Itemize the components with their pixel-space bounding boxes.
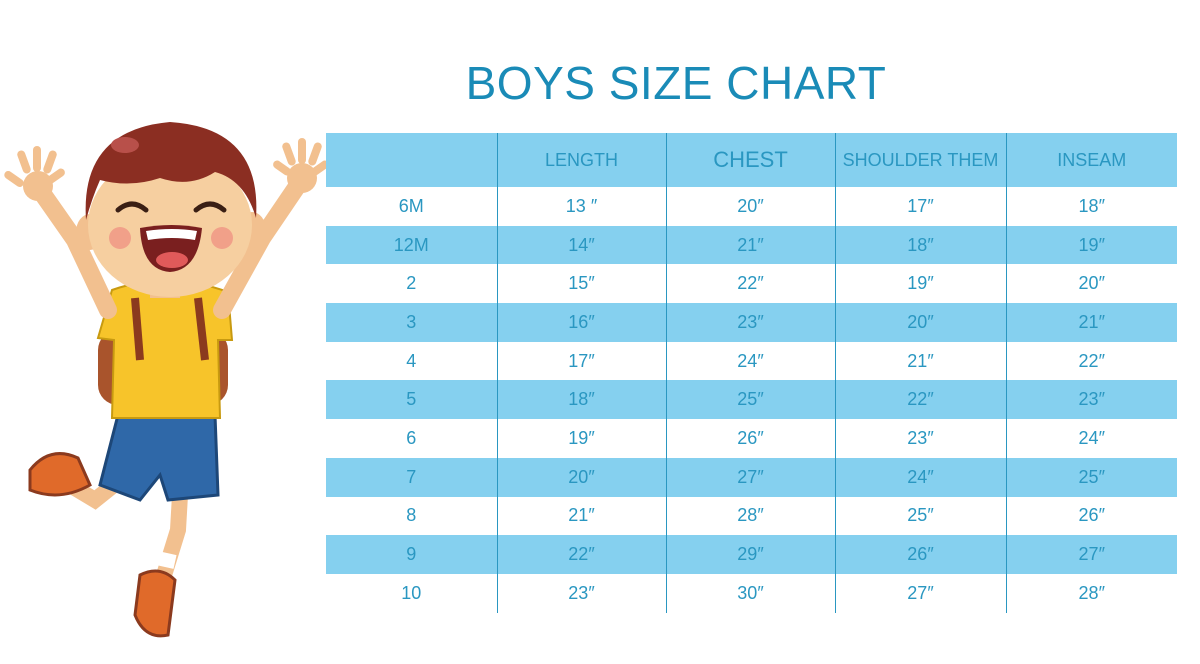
table-row: 12M 14″ 21″ 18″ 19″ [326, 225, 1177, 265]
boy-shirt [96, 279, 234, 419]
chest-cell: 27″ [665, 457, 835, 497]
length-cell: 20″ [496, 457, 666, 497]
size-cell: 4 [406, 350, 417, 371]
inseam-cell: 21″ [1005, 303, 1177, 342]
table-row: 5 18″ 25″ 22″ 23″ [326, 380, 1177, 420]
length-cell: 17″ [496, 341, 666, 381]
boy-shorts [98, 413, 220, 502]
inseam-cell: 24″ [1005, 419, 1177, 458]
size-cell: 6M [398, 195, 424, 216]
size-cell: 12M [326, 225, 497, 265]
header-shoulder: SHOULDER THEM [834, 133, 1006, 187]
inseam-cell: 26″ [1005, 496, 1177, 536]
chest-cell: 21″ [665, 225, 835, 265]
size-cell: 8 [406, 505, 417, 526]
size-chart-table: LENGTH CHEST SHOULDER THEM INSEAM 6M 13 … [326, 133, 1177, 613]
shoulder-cell: 18″ [834, 225, 1006, 265]
chest-cell: 25″ [665, 380, 835, 420]
table-row: 6M 13 ″ 20″ 17″ 18″ [326, 187, 1177, 226]
size-cell: 10 [401, 582, 422, 603]
inseam-cell: 22″ [1005, 341, 1177, 381]
chest-cell: 29″ [665, 535, 835, 574]
table-row: 4 17″ 24″ 21″ 22″ [326, 341, 1177, 381]
chest-cell: 23″ [665, 303, 835, 342]
inseam-cell: 28″ [1005, 573, 1177, 613]
length-cell: 23″ [496, 573, 666, 613]
inseam-cell: 23″ [1005, 380, 1177, 420]
inseam-cell: 18″ [1005, 187, 1177, 226]
table-row: 10 23″ 30″ 27″ 28″ [326, 573, 1177, 613]
table-row: 8 21″ 28″ 25″ 26″ [326, 496, 1177, 536]
table-row: 9 22″ 29″ 26″ 27″ [326, 535, 1177, 574]
shoulder-cell: 26″ [834, 535, 1006, 574]
shoulder-cell: 25″ [834, 496, 1006, 536]
boy-right-shoe [133, 569, 177, 638]
boy-right-hand [273, 138, 329, 193]
boy-illustration [4, 122, 329, 638]
length-cell: 21″ [496, 496, 666, 536]
boy-sock [155, 551, 177, 569]
size-cell: 6 [406, 427, 417, 448]
header-length: LENGTH [496, 133, 666, 187]
header-chest: CHEST [665, 133, 835, 187]
length-cell: 15″ [496, 264, 666, 304]
inseam-cell: 19″ [1005, 225, 1177, 265]
header-inseam: INSEAM [1005, 133, 1177, 187]
size-cell: 5 [326, 380, 497, 420]
shoulder-cell: 19″ [834, 264, 1006, 304]
length-cell: 14″ [496, 225, 666, 265]
table-row: 3 16″ 23″ 20″ 21″ [326, 303, 1177, 342]
size-cell: 2 [406, 273, 417, 294]
shoulder-cell: 22″ [834, 380, 1006, 420]
boy-face [88, 153, 252, 297]
shoulder-cell: 23″ [834, 419, 1006, 458]
length-cell: 18″ [496, 380, 666, 420]
shoulder-cell: 17″ [834, 187, 1006, 226]
inseam-cell: 27″ [1005, 535, 1177, 574]
size-cell: 7 [326, 457, 497, 497]
page-title: BOYS SIZE CHART [465, 57, 887, 109]
table-row: 7 20″ 27″ 24″ 25″ [326, 457, 1177, 497]
shoulder-cell: 24″ [834, 457, 1006, 497]
inseam-cell: 25″ [1005, 457, 1177, 497]
chest-cell: 22″ [665, 264, 835, 304]
table-row: 6 19″ 26″ 23″ 24″ [326, 419, 1177, 458]
boy-left-shoe [28, 452, 92, 497]
shoulder-cell: 21″ [834, 341, 1006, 381]
chest-cell: 28″ [665, 496, 835, 536]
size-cell: 3 [326, 303, 497, 342]
shoulder-cell: 20″ [834, 303, 1006, 342]
chest-cell: 20″ [665, 187, 835, 226]
header-row: LENGTH CHEST SHOULDER THEM INSEAM [326, 133, 1177, 187]
boy-left-hand [4, 146, 65, 201]
length-cell: 16″ [496, 303, 666, 342]
table-row: 2 15″ 22″ 19″ 20″ [326, 264, 1177, 304]
chest-cell: 26″ [665, 419, 835, 458]
inseam-cell: 20″ [1005, 264, 1177, 304]
shoulder-cell: 27″ [834, 573, 1006, 613]
length-cell: 22″ [496, 535, 666, 574]
boy-left-arm [31, 181, 117, 319]
length-cell: 13 ″ [496, 187, 666, 226]
chest-cell: 30″ [665, 573, 835, 613]
header-size [326, 133, 497, 187]
length-cell: 19″ [496, 419, 666, 458]
chest-cell: 24″ [665, 341, 835, 381]
size-cell: 9 [326, 535, 497, 574]
